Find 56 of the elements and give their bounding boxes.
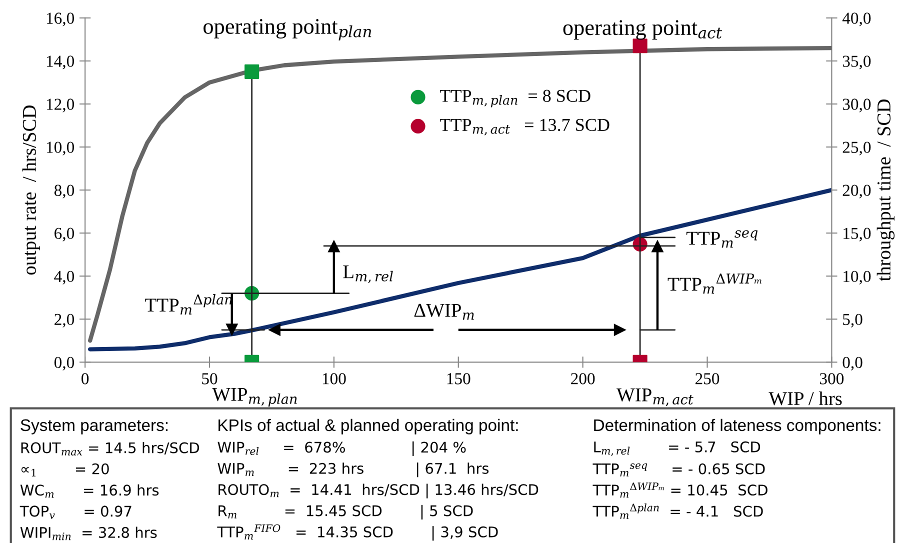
x-tick-label: 100 [322,373,346,384]
y2-tick-label: 25,0 [842,142,871,156]
text: R$_{m}$ = 15.45 SCD | 5 SCD [218,504,473,520]
text: Determination of lateness components: [594,418,880,434]
y2-axis-title: throughput time / SCD [876,100,895,282]
y2-tick-label: 0,0 [842,356,862,371]
text: ∝$_{1}$ = 20 [21,463,109,476]
y2-tick-label: 35,0 [842,56,871,70]
annotation: ΔWIP$_{m}$ [414,304,474,320]
text: TTP$_{m}$$^{FIFO}$ = 14.35 SCD | 3,9 SCD [217,524,498,541]
x-axis-title: WIP / hrs [768,391,842,406]
legend-label: TTP$_{m,act}$ = 13.7 SCD [440,118,610,136]
text: WIP$_{m,plan}$ [212,388,297,407]
y2-tick-label: 20,0 [842,184,871,198]
y-tick-label: 12,0 [46,98,74,112]
text: TTP$_{m}$$^{Δplan}$ = - 4.1 SCD [592,503,763,519]
text: TTP$_{m}$$^{ΔWIPₘ}$ = 10.45 SCD [592,482,768,498]
y-axis-title: output rate / hrs/SCD [22,105,40,275]
x-tick-label: 0 [82,373,89,384]
x-tick-label: 250 [695,373,720,384]
y2-tick-label: 40,0 [842,12,871,26]
legend-label: TTP$_{m,plan}$ = 8 SCD [440,90,590,108]
y-tick-label: 2,0 [54,314,74,328]
y-tick-label: 16,0 [46,12,74,26]
text: WIPI$_{min}$ = 32.8 hrs [20,526,157,540]
text: L$_{m,rel}$ = - 5.7 SCD [594,441,760,456]
y-tick-label: 6,0 [54,228,74,242]
annotation: TTP$_{m}$$^{ΔWIPₘ}$ [668,274,762,294]
text: System parameters: [20,419,168,434]
y-tick-label: 0,0 [54,356,74,371]
text: WC$_{m}$ = 16.9 hrs [20,484,159,498]
y2-tick-label: 10,0 [844,270,871,284]
x-tick-label: 200 [571,373,595,384]
y-tick-label: 14,0 [46,56,74,70]
y2-tick-label: 15,0 [844,228,871,242]
y2-tick-label: 5,0 [843,314,862,328]
text: WIP$_{rel}$ = 678% | 204 % [218,441,466,456]
text: WIP$_{m}$ = 223 hrs | 67.1 hrs [218,462,489,478]
y2-tick-label: 30,0 [842,98,871,112]
text: WIP$_{m,act}$ [616,388,694,406]
text: ROUT$_{max}$ = 14.5 hrs/SCD [21,442,200,456]
annotation: TTP$_{m}$$^{Δplan}$ [145,294,232,314]
annotation: operating point$_{act}$ [563,20,722,40]
y-tick-label: 8,0 [54,184,74,198]
x-tick-label: 150 [447,373,470,384]
text: TOP$_{v}$ = 0.97 [20,506,132,519]
y-tick-label: 4,0 [54,270,74,284]
annotation: L$_{m,rel}$ [343,265,393,284]
text: KPIs of actual & planned operating point: [218,418,518,434]
text: TTP$_{m}$$^{seq}$ = - 0.65 SCD [592,463,765,476]
text: ROUTO$_{m}$ = 14.41 hrs/SCD | 13.46 hrs/SCD [218,484,538,498]
x-tick-label: 300 [820,373,844,384]
annotation: operating point$_{plan}$ [204,18,372,40]
x-tick-label: 50 [202,373,218,384]
annotation: TTP$_{m}$$^{seq}$ [686,230,758,248]
y-tick-label: 10,0 [46,142,74,156]
